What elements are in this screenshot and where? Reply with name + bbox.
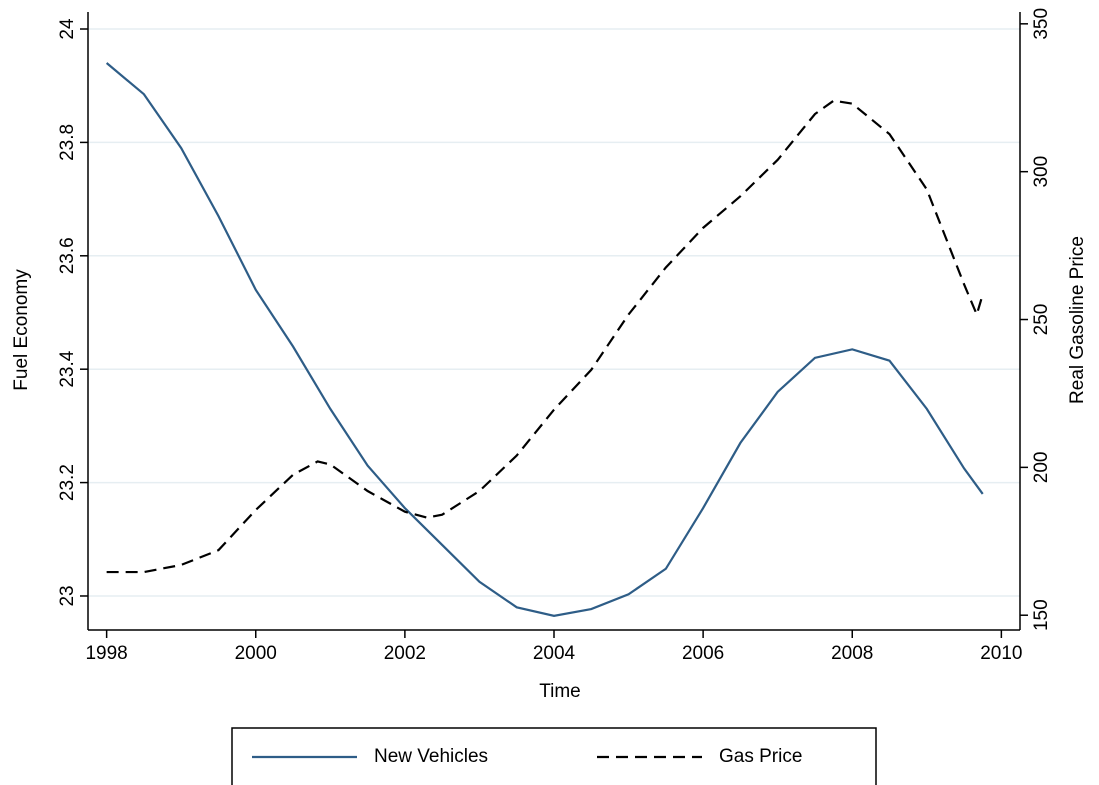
x-tick-label: 2002 — [384, 643, 426, 664]
y2-tick-label: 150 — [1031, 599, 1052, 631]
y-tick-label: 23.4 — [57, 350, 78, 387]
y-axis-label: Fuel Economy — [11, 269, 32, 391]
y2-axis-label: Real Gasoline Price — [1067, 236, 1088, 404]
x-tick-label: 2008 — [831, 643, 873, 664]
y2-tick-label: 250 — [1031, 304, 1052, 336]
y-tick-label: 24 — [57, 18, 78, 40]
y-tick-label: 23.2 — [57, 464, 78, 501]
x-tick-label: 2000 — [235, 643, 277, 664]
y-tick-label: 23 — [57, 585, 78, 606]
y-tick-label: 23.6 — [57, 237, 78, 274]
x-tick-label: 1998 — [85, 643, 127, 664]
y2-tick-label: 300 — [1031, 156, 1052, 188]
y2-tick-label: 350 — [1031, 8, 1052, 40]
y2-tick-label: 200 — [1031, 452, 1052, 484]
x-tick-label: 2006 — [682, 643, 724, 664]
x-tick-label: 2010 — [980, 643, 1022, 664]
x-tick-label: 2004 — [533, 643, 576, 664]
series-line — [105, 62, 984, 617]
legend-label: Gas Price — [719, 746, 802, 767]
legend-label: New Vehicles — [374, 746, 488, 767]
x-axis-label: Time — [539, 681, 581, 702]
y-tick-label: 23.8 — [57, 124, 78, 161]
series-line — [106, 99, 984, 574]
legend-box — [231, 727, 877, 785]
